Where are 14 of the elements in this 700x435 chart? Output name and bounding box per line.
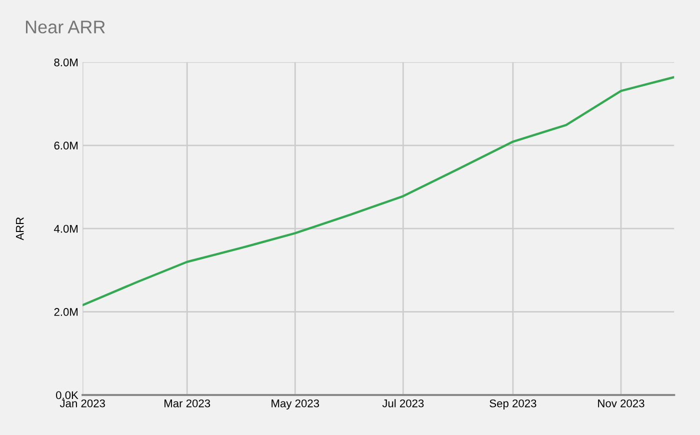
y-tick-label: 4.0M: [54, 224, 78, 233]
y-axis-title: ARR: [16, 217, 24, 240]
x-tick-label: Jan 2023: [60, 399, 105, 408]
y-tick-label: 8.0M: [54, 58, 78, 66]
x-tick-label: Jul 2023: [382, 399, 424, 408]
line-series: [82, 76, 674, 306]
x-tick-label: Mar 2023: [164, 399, 210, 408]
x-tick-label: Nov 2023: [598, 399, 644, 408]
x-tick-label: May 2023: [272, 399, 320, 410]
y-tick-label: 0.0K: [56, 391, 78, 400]
y-tick-label: 2.0M: [54, 308, 78, 316]
chart-title: Near ARR: [26, 20, 105, 34]
y-tick-label: 6.0M: [54, 142, 78, 150]
x-tick-label: Sep 2023: [490, 399, 536, 410]
